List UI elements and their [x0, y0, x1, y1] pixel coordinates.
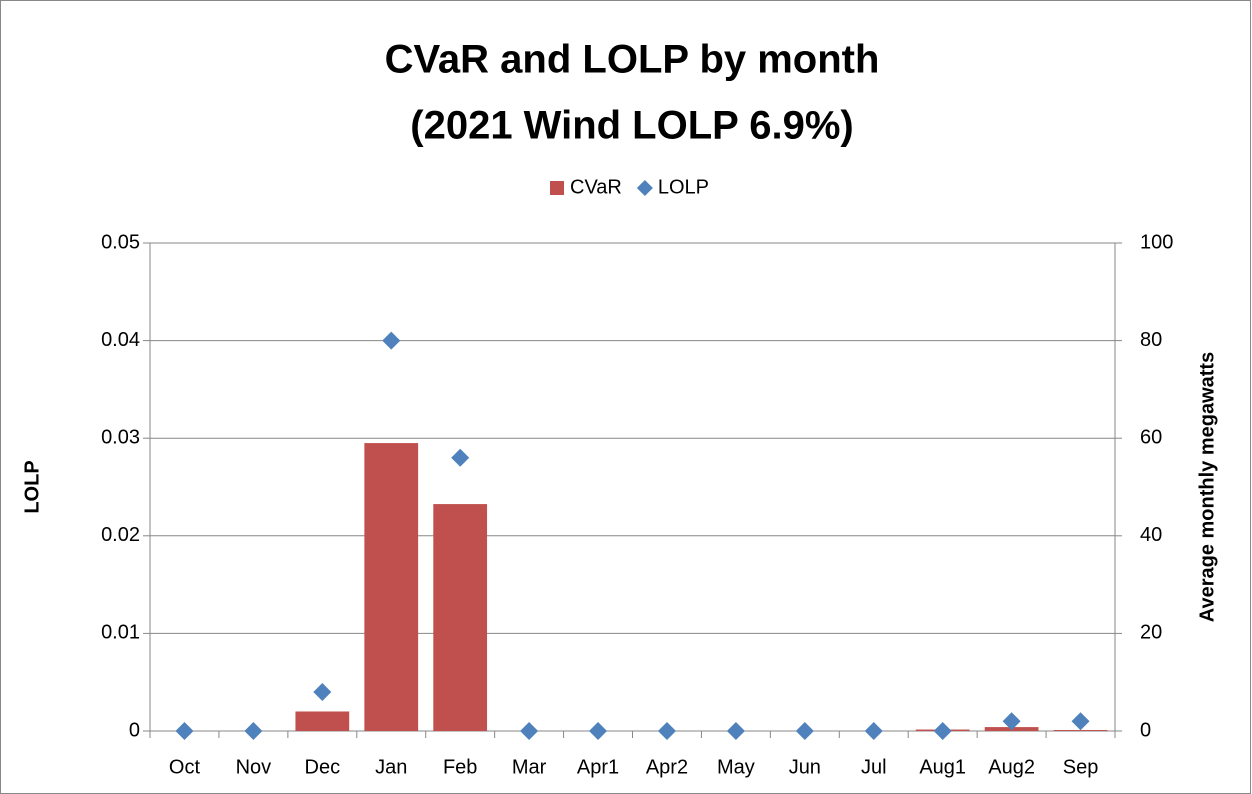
x-tick-label: Apr2 [646, 756, 688, 778]
legend-swatch [550, 181, 564, 195]
y-tick-label: 0.04 [101, 329, 140, 351]
chart-subtitle: (2021 Wind LOLP 6.9%) [410, 104, 853, 148]
x-tick-label: Oct [169, 756, 201, 778]
y-tick-label: 0.02 [101, 524, 140, 546]
legend-swatch [636, 180, 653, 196]
x-tick-label: Nov [236, 756, 272, 778]
x-tick-label: Mar [512, 756, 547, 778]
marker [726, 722, 745, 740]
x-tick-label: Apr1 [577, 756, 619, 778]
y2-tick-label: 0 [1140, 719, 1151, 741]
x-tick-label: Aug2 [988, 756, 1035, 778]
marker [795, 722, 814, 740]
marker [382, 331, 401, 350]
x-tick-label: Jun [789, 756, 821, 778]
x-tick-label: Jul [861, 756, 887, 778]
x-tick-label: Aug1 [919, 756, 966, 778]
marker [244, 722, 263, 740]
x-tick-label: Jan [375, 756, 407, 778]
bar [295, 711, 350, 731]
y2-tick-label: 80 [1140, 329, 1162, 351]
y-tick-label: 0.03 [101, 426, 140, 448]
y-tick-label: 0 [129, 719, 140, 741]
y2-tick-label: 20 [1140, 622, 1162, 644]
marker [520, 722, 539, 740]
x-tick-label: Sep [1063, 756, 1099, 778]
y2-tick-label: 100 [1140, 231, 1173, 253]
bar [1053, 730, 1108, 731]
x-tick-label: May [717, 756, 755, 778]
marker [933, 722, 952, 740]
marker [1071, 712, 1090, 731]
marker [589, 722, 608, 740]
legend-label: CVaR [570, 176, 622, 198]
marker [175, 722, 194, 740]
x-tick-label: Dec [305, 756, 341, 778]
marker [864, 722, 883, 740]
y2-axis-title: Average monthly megawatts [1196, 352, 1218, 622]
marker [657, 722, 676, 740]
chart-title: CVaR and LOLP by month [385, 38, 880, 82]
bar [364, 443, 419, 731]
marker [451, 448, 470, 467]
y2-tick-label: 40 [1140, 524, 1162, 546]
legend-label: LOLP [658, 176, 709, 198]
y2-tick-label: 60 [1140, 426, 1162, 448]
marker [313, 682, 332, 701]
y-tick-label: 0.05 [101, 231, 140, 253]
bar [433, 504, 488, 731]
marker [1002, 712, 1021, 731]
x-tick-label: Feb [443, 756, 477, 778]
y-tick-label: 0.01 [101, 622, 140, 644]
y-axis-title: LOLP [21, 460, 43, 513]
